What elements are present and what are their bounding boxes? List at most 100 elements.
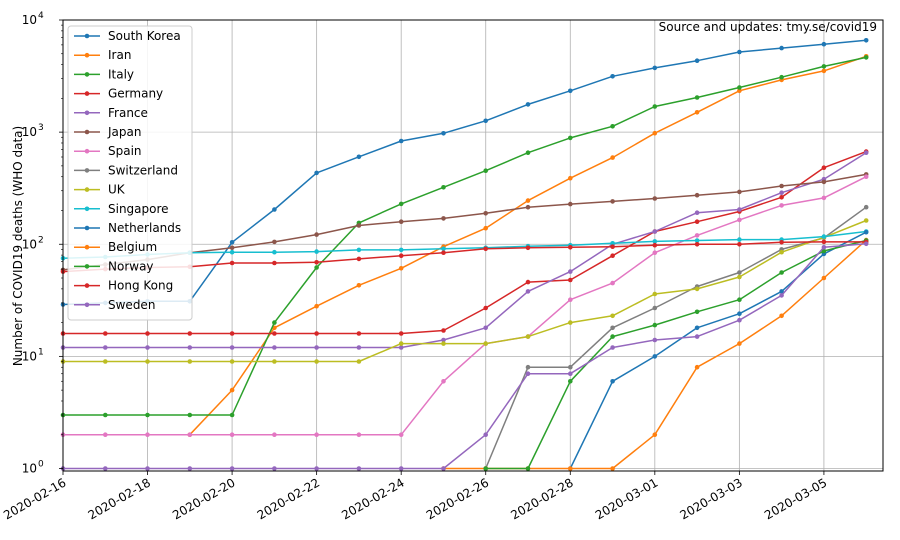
- data-point: [568, 88, 573, 94]
- data-point: [229, 412, 235, 418]
- legend-entry: Spain: [74, 144, 142, 158]
- y-tick-mantissa: 10: [22, 462, 37, 476]
- data-point: [525, 371, 531, 377]
- data-point: [568, 364, 573, 370]
- data-point: [821, 234, 827, 239]
- data-point: [356, 345, 362, 350]
- data-point: [821, 239, 827, 245]
- data-point: [737, 297, 742, 303]
- data-point: [737, 49, 742, 55]
- data-point: [398, 341, 404, 346]
- legend-swatch-marker: [84, 91, 90, 96]
- data-point: [652, 229, 658, 234]
- y-tick-exponent: 3: [38, 123, 44, 133]
- data-point: [229, 245, 235, 251]
- data-point: [863, 229, 869, 235]
- data-point: [229, 432, 235, 438]
- data-point: [610, 241, 615, 246]
- data-point: [145, 432, 150, 438]
- data-point: [103, 412, 108, 418]
- data-point: [229, 345, 235, 350]
- x-tick-label: 2020-02-24: [339, 475, 406, 522]
- x-tick-label: 2020-02-18: [86, 475, 153, 522]
- legend-label: Iran: [108, 48, 131, 62]
- data-point: [441, 216, 446, 221]
- data-point: [610, 334, 615, 339]
- legend-label: Hong Kong: [108, 279, 173, 293]
- data-point: [694, 325, 700, 331]
- data-point: [314, 249, 319, 254]
- data-point: [610, 280, 615, 286]
- data-point: [272, 249, 277, 255]
- x-tick-label: 2020-02-16: [1, 475, 68, 522]
- data-point: [398, 331, 404, 336]
- data-point: [525, 204, 531, 210]
- data-point: [483, 432, 489, 438]
- y-tick-exponent: 0: [38, 460, 44, 470]
- legend-label: Italy: [108, 67, 134, 81]
- data-point: [525, 364, 531, 370]
- data-point: [187, 331, 193, 336]
- data-point: [525, 245, 531, 251]
- data-point: [441, 250, 446, 255]
- data-point: [821, 64, 827, 69]
- y-tick-mantissa: 10: [22, 13, 37, 27]
- data-point: [272, 260, 277, 266]
- data-point: [314, 232, 319, 237]
- data-point: [525, 198, 531, 203]
- data-point: [314, 359, 319, 364]
- y-tick-label: 10: [22, 125, 37, 139]
- data-point: [103, 432, 108, 438]
- data-point: [272, 345, 277, 350]
- data-point: [610, 379, 615, 384]
- data-point: [441, 379, 446, 384]
- legend-swatch-marker: [84, 33, 90, 39]
- data-point: [694, 210, 700, 215]
- legend-label: Singapore: [108, 202, 169, 216]
- legend-label: Germany: [108, 87, 163, 101]
- data-point: [187, 412, 193, 418]
- data-point: [187, 466, 193, 471]
- data-point: [314, 432, 319, 438]
- series-line: [63, 152, 867, 349]
- series-line: [63, 219, 867, 363]
- legend-swatch-marker: [84, 168, 90, 173]
- data-point: [145, 359, 150, 364]
- data-point: [356, 154, 362, 160]
- data-point: [568, 201, 573, 207]
- x-tick-label: 2020-03-03: [677, 475, 744, 522]
- data-point: [272, 432, 277, 438]
- legend-swatch-marker: [84, 72, 90, 77]
- data-point: [779, 195, 784, 200]
- x-tick-label: 2020-03-01: [593, 475, 660, 522]
- data-point: [821, 41, 827, 47]
- series-norway: [483, 238, 869, 471]
- data-point: [356, 256, 362, 262]
- data-point: [694, 110, 700, 115]
- series-south-korea: [60, 38, 869, 307]
- legend-entry: South Korea: [74, 29, 181, 43]
- legend-entry: Switzerland: [74, 163, 178, 177]
- data-point: [356, 247, 362, 253]
- data-point: [568, 269, 573, 274]
- data-point: [652, 104, 658, 109]
- data-point: [652, 65, 658, 71]
- legend-swatch-marker: [84, 52, 90, 58]
- data-point: [568, 277, 573, 283]
- y-axis-label: Number of COVID19 deaths (WHO data): [11, 126, 25, 366]
- legend-label: Switzerland: [108, 163, 178, 177]
- x-tick-label: 2020-03-05: [762, 475, 829, 522]
- series-line: [63, 56, 867, 416]
- data-point: [694, 233, 700, 238]
- legend-swatch-marker: [84, 129, 90, 135]
- data-point: [398, 345, 404, 350]
- data-point: [694, 238, 700, 243]
- data-point: [737, 189, 742, 195]
- data-point: [821, 68, 827, 74]
- series-italy: [60, 55, 869, 418]
- legend-entry: Belgium: [74, 240, 157, 254]
- data-point: [483, 341, 489, 346]
- series-netherlands: [568, 229, 869, 471]
- legend-swatch-marker: [84, 110, 90, 116]
- data-point: [398, 247, 404, 253]
